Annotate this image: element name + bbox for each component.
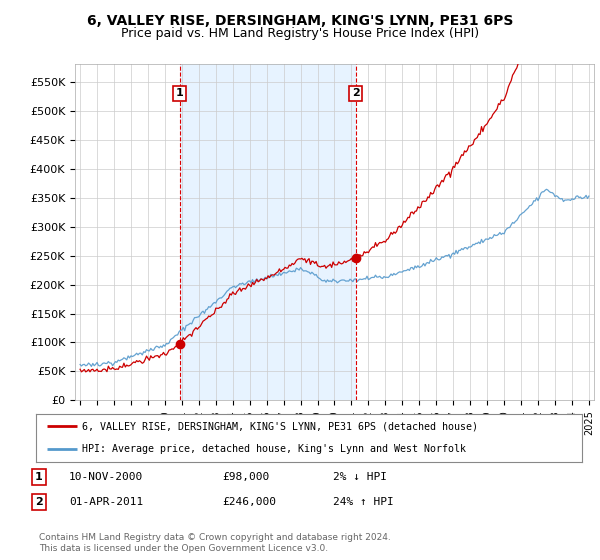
Text: 10-NOV-2000: 10-NOV-2000	[69, 472, 143, 482]
Text: £246,000: £246,000	[222, 497, 276, 507]
Text: 2: 2	[352, 88, 359, 99]
Text: 01-APR-2011: 01-APR-2011	[69, 497, 143, 507]
Text: 1: 1	[176, 88, 184, 99]
Text: 1: 1	[35, 472, 43, 482]
Bar	[179, 64, 356, 400]
Text: HPI: Average price, detached house, King's Lynn and West Norfolk: HPI: Average price, detached house, King…	[82, 444, 466, 454]
Text: Price paid vs. HM Land Registry's House Price Index (HPI): Price paid vs. HM Land Registry's House …	[121, 27, 479, 40]
Text: 24% ↑ HPI: 24% ↑ HPI	[333, 497, 394, 507]
Text: 2: 2	[35, 497, 43, 507]
Text: £98,000: £98,000	[222, 472, 269, 482]
Text: Contains HM Land Registry data © Crown copyright and database right 2024.
This d: Contains HM Land Registry data © Crown c…	[39, 533, 391, 553]
Text: 6, VALLEY RISE, DERSINGHAM, KING'S LYNN, PE31 6PS: 6, VALLEY RISE, DERSINGHAM, KING'S LYNN,…	[87, 14, 513, 28]
Text: 2% ↓ HPI: 2% ↓ HPI	[333, 472, 387, 482]
Text: 6, VALLEY RISE, DERSINGHAM, KING'S LYNN, PE31 6PS (detached house): 6, VALLEY RISE, DERSINGHAM, KING'S LYNN,…	[82, 421, 478, 431]
